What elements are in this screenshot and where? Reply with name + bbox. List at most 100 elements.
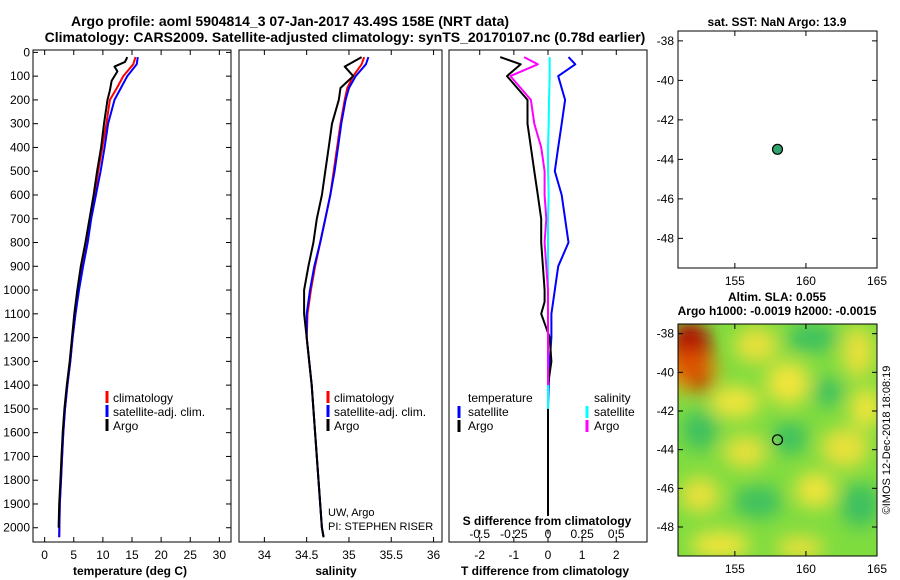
salinity-panel: 34 34.5 35 35.5 36 salinity climatology sate… — [238, 49, 443, 578]
map-y-tick-label: -38 — [657, 327, 675, 341]
map-y-tick-label: -46 — [657, 192, 675, 206]
depth-tick-label: 300 — [10, 117, 30, 131]
x-tick-label: 36 — [427, 548, 441, 562]
s-tick-label: 0 — [545, 527, 552, 541]
legend-label-satellite: satellite-adj. clim. — [334, 405, 426, 419]
map-y-tick-label: -44 — [657, 152, 675, 166]
sla-blob — [795, 472, 835, 508]
sla-blob — [734, 327, 778, 363]
figure-title-line2: Climatology: CARS2009. Satellite-adjuste… — [45, 29, 646, 45]
sla-blob — [690, 531, 750, 556]
x-tick-label: -1 — [509, 548, 520, 562]
sla-blob — [734, 486, 782, 518]
map-y-tick-label: -46 — [657, 481, 675, 495]
sla-blob — [772, 422, 808, 454]
map-y-tick-label: -44 — [657, 443, 675, 457]
s-tick-label: -0.5 — [469, 527, 490, 541]
x-tick-label: -2 — [474, 548, 485, 562]
sla-blob — [786, 324, 838, 352]
difference-panel: -2 -1 0 1 2 -0.5 -0.25 0 0.25 0.5 S difference f… — [448, 49, 648, 578]
x-tick-label: 20 — [154, 548, 168, 562]
depth-tick-label: 200 — [10, 93, 30, 107]
temperature-panel: 0 5 10 15 20 25 30 010020030040050060070080090… — [3, 45, 647, 578]
sla-title-line1: Altim. SLA: 0.055 — [728, 290, 826, 304]
series-line-argo — [303, 56, 363, 538]
x-tick-label: 25 — [184, 548, 198, 562]
s-difference-label: S difference from climatology — [463, 514, 632, 528]
salinity-series-group — [303, 56, 370, 538]
pi-annotation-line2: PI: STEPHEN RISER — [328, 521, 433, 533]
x-tick-label: 15 — [125, 548, 139, 562]
depth-tick-label: 1200 — [3, 331, 30, 345]
map-x-tick-label: 155 — [725, 562, 745, 576]
sla-plot-frame — [677, 323, 878, 557]
legend-label-argo: Argo — [334, 419, 360, 433]
map-x-tick-label: 165 — [867, 274, 887, 288]
sla-title-line2: Argo h1000: -0.0019 h2000: -0.0015 — [678, 304, 877, 318]
argo-position-marker — [771, 434, 784, 446]
map-y-tick-label: -48 — [657, 520, 675, 534]
depth-tick-label: 1300 — [3, 354, 30, 368]
salinity-x-ticks: 34 34.5 35 35.5 36 — [258, 50, 441, 562]
sla-panel: Altim. SLA: 0.055 Argo h1000: -0.0019 h2… — [657, 290, 888, 576]
map-y-tick-label: -40 — [657, 365, 675, 379]
series-line-temperature-argo — [499, 56, 553, 516]
depth-tick-label: 1900 — [3, 497, 30, 511]
sla-blob — [850, 388, 877, 428]
x-tick-label: 35 — [342, 548, 356, 562]
figure-title-line1: Argo profile: aoml 5904814_3 07-Jan-2017… — [71, 13, 509, 29]
temperature-x-label: temperature (deg C) — [73, 564, 187, 578]
imos-watermark: ©IMOS 12-Dec-2018 18:08:19 — [881, 366, 893, 515]
map-y-tick-label: -42 — [657, 113, 675, 127]
x-tick-label: 34.5 — [295, 548, 319, 562]
depth-tick-label: 0 — [23, 45, 30, 59]
x-tick-label: 2 — [613, 548, 620, 562]
depth-tick-label: 1700 — [3, 449, 30, 463]
x-tick-label: 0 — [41, 548, 48, 562]
depth-tick-label: 100 — [10, 69, 30, 83]
location-panel: sat. SST: NaN Argo: 13.9 155 160 165 -38 -40… — [657, 15, 888, 288]
sla-blob — [723, 436, 767, 468]
depth-tick-label: 900 — [10, 259, 30, 273]
sla-axis-ticks: 155 160 165 -38 -40 -42 -44 -46 -48 — [657, 324, 887, 576]
location-marker-group — [771, 143, 784, 155]
x-tick-label: 10 — [96, 548, 110, 562]
sla-blob — [842, 326, 874, 378]
s-tick-label: -0.25 — [500, 527, 528, 541]
x-tick-label: 35.5 — [380, 548, 404, 562]
x-tick-label: 30 — [213, 548, 227, 562]
depth-tick-label: 1800 — [3, 473, 30, 487]
sla-marker-group — [771, 434, 784, 446]
temperature-legend: climatology satellite-adj. clim. Argo — [105, 391, 205, 433]
depth-tick-label: 700 — [10, 212, 30, 226]
s-tick-label: 0.5 — [608, 527, 625, 541]
sla-blob — [776, 536, 824, 556]
sla-blob — [821, 428, 869, 468]
legend-label-temp-argo: Argo — [468, 419, 494, 433]
sla-blob — [812, 378, 844, 406]
depth-tick-label: 1500 — [3, 402, 30, 416]
temperature-plot-frame — [32, 49, 232, 543]
map-x-tick-label: 160 — [796, 274, 816, 288]
map-y-tick-label: -48 — [657, 231, 675, 245]
depth-tick-label: 1000 — [3, 283, 30, 297]
legend-label-sal-argo: Argo — [594, 419, 620, 433]
location-axis-ticks: 155 160 165 -38 -40 -42 -44 -46 -48 — [657, 31, 887, 288]
legend-label-satellite: satellite-adj. clim. — [113, 405, 205, 419]
difference-legend: temperature satellite Argo salinity sate… — [457, 391, 635, 433]
legend-label-climatology: climatology — [113, 391, 173, 405]
sla-blob — [692, 373, 712, 393]
difference-s-ticks: -0.5 -0.25 0 0.25 0.5 — [469, 527, 625, 541]
difference-series-group — [499, 56, 577, 516]
map-x-tick-label: 165 — [867, 562, 887, 576]
argo-position-marker — [771, 143, 784, 155]
map-x-tick-label: 155 — [725, 274, 745, 288]
map-y-tick-label: -38 — [657, 34, 675, 48]
x-tick-label: 0 — [545, 548, 552, 562]
sla-blob — [710, 386, 760, 418]
s-tick-label: 0.25 — [570, 527, 594, 541]
pi-annotation-line1: UW, Argo — [328, 507, 374, 519]
depth-tick-label: 1600 — [3, 426, 30, 440]
legend-heading-salinity: salinity — [594, 391, 631, 405]
